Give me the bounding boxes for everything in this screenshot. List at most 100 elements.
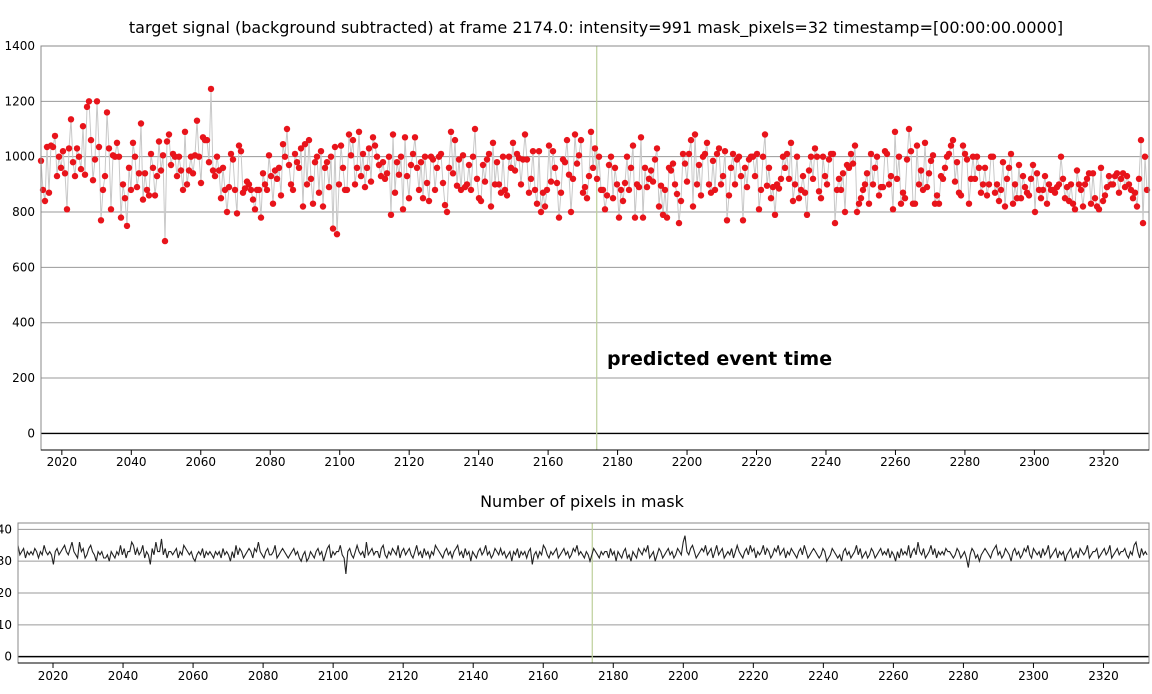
intensity-data-point (961, 150, 969, 158)
intensity-data-point (1007, 150, 1015, 158)
intensity-chart-title: target signal (background subtracted) at… (129, 18, 1063, 38)
intensity-data-point (695, 161, 703, 169)
intensity-data-point (1045, 181, 1053, 188)
intensity-data-point (675, 219, 683, 227)
intensity-data-point (343, 186, 351, 194)
mask-pixels-x-tick-label: 2140 (458, 669, 489, 683)
intensity-data-point (145, 192, 153, 199)
intensity-data-point (151, 192, 159, 199)
intensity-data-point (55, 153, 63, 160)
intensity-data-point (483, 156, 491, 163)
intensity-data-point (1005, 164, 1013, 171)
intensity-data-point (729, 150, 737, 158)
intensity-data-point (401, 134, 409, 141)
mask-pixels-x-tick-label: 2080 (248, 669, 279, 683)
intensity-data-point (227, 150, 235, 158)
intensity-data-point (715, 145, 723, 152)
intensity-data-point (1137, 136, 1145, 144)
intensity-data-point (175, 153, 183, 160)
intensity-data-point (813, 153, 821, 160)
intensity-data-point (753, 150, 761, 158)
intensity-data-point (859, 186, 867, 194)
intensity-data-point (537, 208, 545, 216)
intensity-data-point (589, 164, 597, 171)
intensity-data-point (509, 139, 517, 146)
intensity-data-point (551, 164, 559, 171)
intensity-data-point (807, 153, 815, 160)
intensity-data-point (303, 181, 311, 188)
intensity-data-point (407, 161, 415, 169)
intensity-data-point (287, 181, 295, 188)
intensity-data-point (999, 159, 1007, 166)
intensity-data-point (577, 136, 585, 144)
intensity-data-point (405, 195, 413, 202)
intensity-data-point (523, 156, 531, 163)
intensity-data-point (947, 142, 955, 149)
intensity-data-point (235, 142, 243, 149)
intensity-data-point (803, 211, 811, 218)
intensity-data-point (121, 195, 129, 202)
intensity-y-tick-label: 800 (12, 205, 35, 219)
intensity-data-point (1025, 192, 1033, 199)
intensity-data-point (63, 206, 71, 213)
intensity-data-point (1123, 172, 1131, 180)
intensity-data-point (425, 197, 433, 205)
intensity-data-point (653, 145, 661, 152)
intensity-data-point (711, 186, 719, 194)
intensity-data-point (607, 153, 615, 160)
intensity-x-tick-label: 2180 (602, 455, 633, 469)
intensity-data-point (209, 167, 217, 174)
intensity-y-tick-label: 1000 (4, 150, 35, 164)
intensity-data-point (503, 192, 511, 199)
intensity-data-point (383, 170, 391, 177)
intensity-data-point (1101, 192, 1109, 199)
intensity-data-point (743, 183, 751, 191)
mask-pixels-x-tick-label: 2200 (668, 669, 699, 683)
intensity-data-point (409, 150, 417, 158)
intensity-data-point (397, 153, 405, 160)
intensity-data-point (965, 200, 973, 207)
intensity-data-point (59, 148, 67, 155)
intensity-data-point (125, 164, 133, 171)
intensity-data-point (997, 186, 1005, 194)
intensity-data-point (617, 186, 625, 194)
intensity-data-point (573, 160, 581, 167)
intensity-data-point (385, 153, 393, 160)
intensity-data-point (335, 181, 343, 188)
intensity-data-point (81, 171, 89, 178)
intensity-x-tick-label: 2300 (1019, 455, 1050, 469)
intensity-data-point (415, 186, 423, 194)
intensity-data-point (601, 206, 609, 213)
intensity-data-point (1125, 181, 1133, 188)
intensity-data-point (103, 109, 111, 116)
mask-pixels-axes: 0 10 20 30 40 2020 2040 2060 2080 2100 2120 2140 216… (0, 522, 1150, 683)
intensity-data-point (471, 125, 479, 133)
intensity-x-tick-label: 2240 (811, 455, 842, 469)
intensity-data-point (785, 175, 793, 182)
intensity-data-point (545, 142, 553, 149)
intensity-data-point (563, 136, 571, 144)
intensity-data-point (1099, 197, 1107, 205)
intensity-data-point (1083, 175, 1091, 182)
intensity-data-point (915, 181, 923, 188)
intensity-data-point (1067, 181, 1075, 188)
intensity-data-point (141, 170, 149, 177)
intensity-data-point (159, 152, 167, 159)
intensity-data-point (1109, 181, 1117, 188)
intensity-data-point (615, 214, 623, 221)
intensity-data-point (587, 128, 595, 135)
intensity-data-point (517, 181, 525, 188)
intensity-data-point (177, 167, 185, 174)
intensity-data-point (953, 159, 961, 166)
intensity-data-point (741, 164, 749, 171)
intensity-data-point (259, 170, 267, 177)
intensity-data-point (1033, 170, 1041, 177)
intensity-data-point (929, 152, 937, 159)
intensity-y-tick-label: 400 (12, 316, 35, 330)
mask-pixels-chart-title: Number of pixels in mask (480, 492, 685, 511)
intensity-data-point (321, 164, 329, 171)
intensity-data-point (1075, 181, 1083, 188)
intensity-data-point (371, 142, 379, 149)
intensity-data-point (885, 181, 893, 188)
intensity-data-point (53, 172, 61, 180)
